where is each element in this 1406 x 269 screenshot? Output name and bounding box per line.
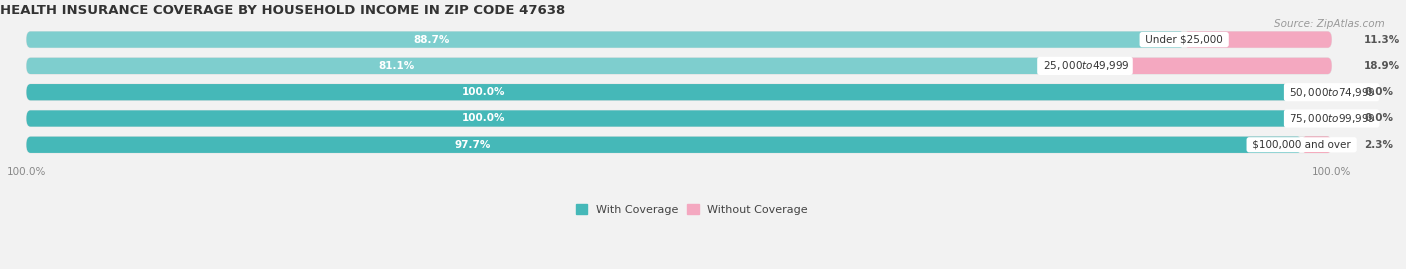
Text: Source: ZipAtlas.com: Source: ZipAtlas.com <box>1274 19 1385 29</box>
FancyBboxPatch shape <box>1085 58 1331 74</box>
Text: 11.3%: 11.3% <box>1364 35 1400 45</box>
Text: 88.7%: 88.7% <box>413 35 450 45</box>
Text: 100.0%: 100.0% <box>461 114 505 123</box>
Text: $75,000 to $99,999: $75,000 to $99,999 <box>1286 112 1376 125</box>
FancyBboxPatch shape <box>27 110 1331 127</box>
Text: $25,000 to $49,999: $25,000 to $49,999 <box>1040 59 1130 72</box>
Text: 0.0%: 0.0% <box>1364 114 1393 123</box>
FancyBboxPatch shape <box>27 110 1331 127</box>
Text: $100,000 and over: $100,000 and over <box>1249 140 1354 150</box>
FancyBboxPatch shape <box>27 31 1184 48</box>
FancyBboxPatch shape <box>1302 137 1331 153</box>
Text: 100.0%: 100.0% <box>461 87 505 97</box>
Legend: With Coverage, Without Coverage: With Coverage, Without Coverage <box>576 204 808 215</box>
FancyBboxPatch shape <box>27 31 1331 48</box>
FancyBboxPatch shape <box>27 84 1331 100</box>
Text: 18.9%: 18.9% <box>1364 61 1400 71</box>
Text: 0.0%: 0.0% <box>1364 87 1393 97</box>
FancyBboxPatch shape <box>27 137 1331 153</box>
Text: 81.1%: 81.1% <box>378 61 415 71</box>
FancyBboxPatch shape <box>1184 31 1331 48</box>
FancyBboxPatch shape <box>27 58 1085 74</box>
FancyBboxPatch shape <box>27 58 1331 74</box>
Text: Under $25,000: Under $25,000 <box>1142 35 1226 45</box>
FancyBboxPatch shape <box>27 137 1302 153</box>
Text: HEALTH INSURANCE COVERAGE BY HOUSEHOLD INCOME IN ZIP CODE 47638: HEALTH INSURANCE COVERAGE BY HOUSEHOLD I… <box>0 4 565 17</box>
Text: 97.7%: 97.7% <box>454 140 491 150</box>
Text: 2.3%: 2.3% <box>1364 140 1393 150</box>
Text: $50,000 to $74,999: $50,000 to $74,999 <box>1286 86 1376 99</box>
FancyBboxPatch shape <box>27 84 1331 100</box>
